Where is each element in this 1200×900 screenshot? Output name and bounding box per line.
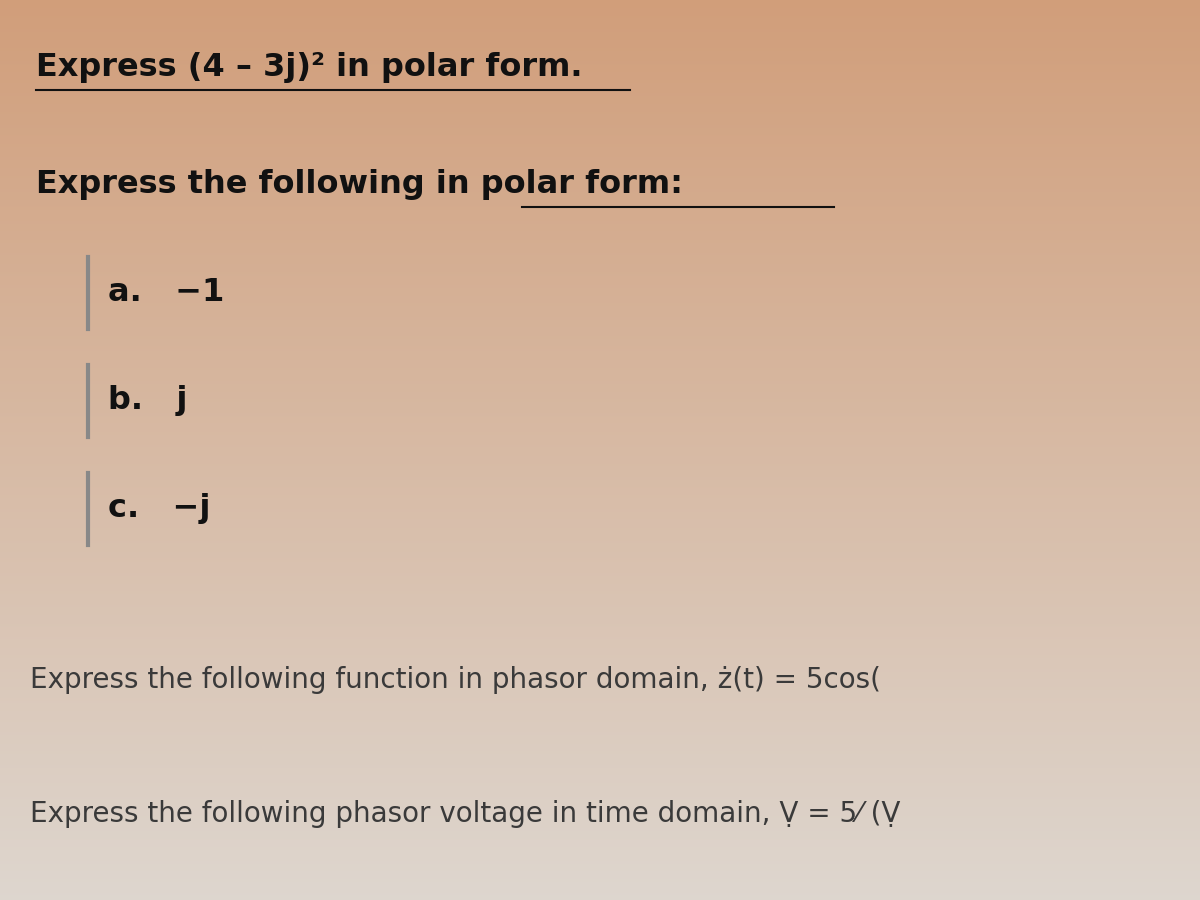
Text: Express the following function in phasor domain, ż(t) = 5cos(: Express the following function in phasor… xyxy=(30,665,881,694)
Text: c.   −j: c. −j xyxy=(108,493,210,524)
Text: b.   j: b. j xyxy=(108,385,187,416)
Text: a.   −1: a. −1 xyxy=(108,277,224,308)
Text: Express the following in polar form:: Express the following in polar form: xyxy=(36,169,683,200)
Text: Express the following phasor voltage in time domain, Ṿ = 5⁄ (Ṿ: Express the following phasor voltage in … xyxy=(30,800,900,829)
Text: Express (4 – 3j)² in polar form.: Express (4 – 3j)² in polar form. xyxy=(36,52,582,83)
